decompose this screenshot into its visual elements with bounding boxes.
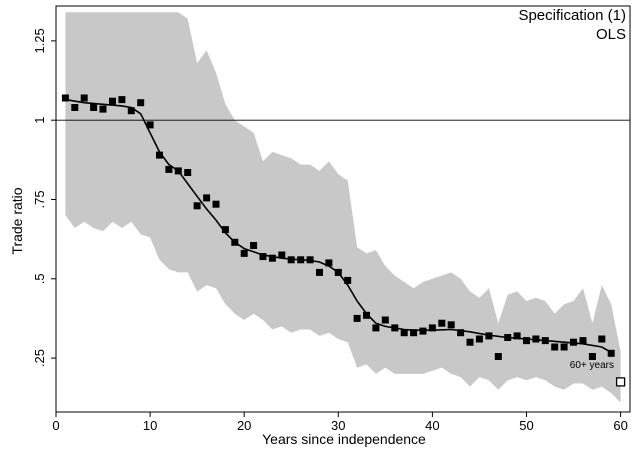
- confidence-band: [65, 12, 621, 403]
- data-point: [560, 343, 568, 351]
- data-point: [551, 343, 559, 351]
- x-tick-label: 20: [237, 418, 251, 433]
- data-point: [344, 276, 352, 284]
- data-point: [250, 242, 258, 249]
- data-point: [278, 251, 286, 259]
- x-tick-label: 40: [425, 418, 439, 433]
- data-point: [71, 104, 79, 111]
- data-point: [438, 319, 446, 327]
- data-point: [137, 99, 145, 107]
- data-point: [203, 194, 211, 202]
- data-point: [372, 324, 380, 332]
- legend: 60+ years: [570, 360, 626, 387]
- data-point: [494, 353, 502, 360]
- data-point: [127, 107, 135, 115]
- x-tick-label: 30: [331, 418, 345, 433]
- data-point: [221, 226, 229, 234]
- data-point: [607, 349, 615, 357]
- data-point: [80, 94, 88, 102]
- data-point: [240, 249, 248, 257]
- data-point: [193, 202, 201, 210]
- data-point: [61, 94, 69, 102]
- data-point: [381, 316, 389, 324]
- x-tick-label: 0: [52, 418, 59, 433]
- data-point: [118, 96, 126, 104]
- y-tick-label: 1.25: [32, 28, 47, 53]
- data-point: [513, 332, 521, 340]
- data-point: [146, 121, 154, 129]
- data-point: [598, 335, 606, 343]
- x-axis-title: Years since independence: [262, 431, 426, 447]
- data-point: [109, 97, 116, 105]
- data-point: [325, 259, 333, 267]
- data-point: [466, 338, 474, 346]
- data-point: [363, 311, 370, 319]
- specification-label: Specification (1): [518, 7, 626, 24]
- data-point: [90, 104, 98, 111]
- y-tick-label: .75: [32, 190, 47, 208]
- data-point: [268, 254, 276, 262]
- y-axis-title: Trade ratio: [9, 187, 25, 254]
- data-point: [400, 329, 408, 337]
- legend-label: 60+ years: [570, 360, 614, 371]
- x-tick-label: 50: [519, 418, 533, 433]
- data-point: [457, 329, 465, 337]
- data-point: [156, 151, 163, 159]
- data-point: [588, 353, 596, 360]
- data-point: [99, 105, 107, 113]
- x-tick-label: 60: [613, 418, 627, 433]
- estimator-label: OLS: [596, 26, 626, 43]
- plot-frame: [55, 5, 631, 413]
- confidence-band-layer: [65, 12, 621, 403]
- x-tick-label: 10: [143, 418, 157, 433]
- data-point: [447, 321, 455, 329]
- data-point: [184, 169, 192, 176]
- data-point: [410, 329, 418, 337]
- data-point: [475, 335, 483, 343]
- y-tick-label: 1: [32, 117, 47, 124]
- data-point: [212, 200, 220, 208]
- y-tick-label: .25: [32, 349, 47, 367]
- data-point: [579, 337, 587, 345]
- data-point: [259, 253, 267, 261]
- data-point: [419, 327, 427, 335]
- data-point: [353, 314, 361, 322]
- y-tick-label: .5: [32, 273, 47, 284]
- data-point: [523, 337, 530, 345]
- data-point: [165, 165, 173, 173]
- y-axis-ticks: .25 .5 .75 1 1.25: [32, 28, 56, 367]
- data-point: [316, 268, 323, 276]
- smoothed-trend-line: [65, 98, 612, 354]
- data-point: [428, 324, 436, 332]
- x-axis-ticks: 0 10 20 30 40 50 60: [52, 412, 628, 433]
- legend-marker-hollow-square: [615, 377, 626, 387]
